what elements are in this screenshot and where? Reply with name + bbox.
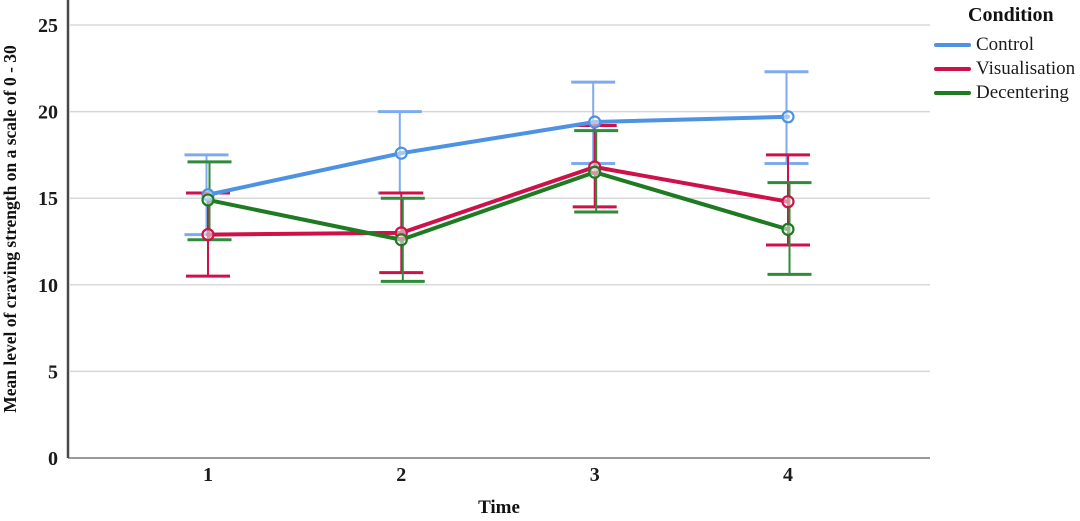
x-tick-label-2: 2 (396, 464, 406, 486)
legend-swatch-control-icon (934, 43, 971, 47)
y-axis-label: Mean level of craving strength on a scal… (0, 45, 20, 413)
legend-label-visualisation: Visualisation (976, 58, 1076, 79)
legend-label-control: Control (976, 34, 1035, 55)
y-tick-label-5: 5 (48, 361, 58, 383)
series-line-decentering (206, 170, 790, 242)
legend-title: Condition (968, 4, 1054, 26)
marker-decentering-t2 (394, 233, 408, 247)
x-tick-label-3: 3 (590, 464, 600, 486)
marker-decentering-t3 (588, 165, 602, 179)
legend-item-decentering: Decentering (934, 81, 1080, 105)
series-line-visualisation (206, 165, 790, 237)
y-tick-label-10: 10 (38, 275, 58, 297)
y-tick-label-0: 0 (48, 448, 58, 470)
x-axis-label: Time (478, 497, 520, 518)
legend-label-decentering: Decentering (976, 82, 1069, 103)
legend: Condition Control Visualisation Decenter… (934, 2, 1080, 105)
marker-visualisation-t4 (781, 195, 795, 209)
marker-visualisation-t1 (201, 227, 215, 242)
legend-swatch-visualisation-icon (934, 67, 971, 71)
marker-control-t3 (588, 115, 602, 129)
legend-swatch-decentering-icon (934, 91, 971, 95)
marker-control-t4 (781, 110, 795, 124)
marker-decentering-t1 (201, 193, 215, 207)
y-tick-label-25: 25 (38, 15, 58, 37)
marker-decentering-t4 (781, 222, 795, 236)
x-tick-label-1: 1 (203, 464, 213, 486)
y-tick-label-15: 15 (38, 188, 58, 210)
series-line-control (206, 114, 790, 197)
x-tick-label-4: 4 (783, 464, 793, 486)
legend-item-control: Control (934, 33, 1080, 57)
legend-item-visualisation: Visualisation (934, 57, 1080, 81)
marker-control-t2 (394, 146, 408, 160)
y-tick-label-20: 20 (38, 102, 58, 124)
